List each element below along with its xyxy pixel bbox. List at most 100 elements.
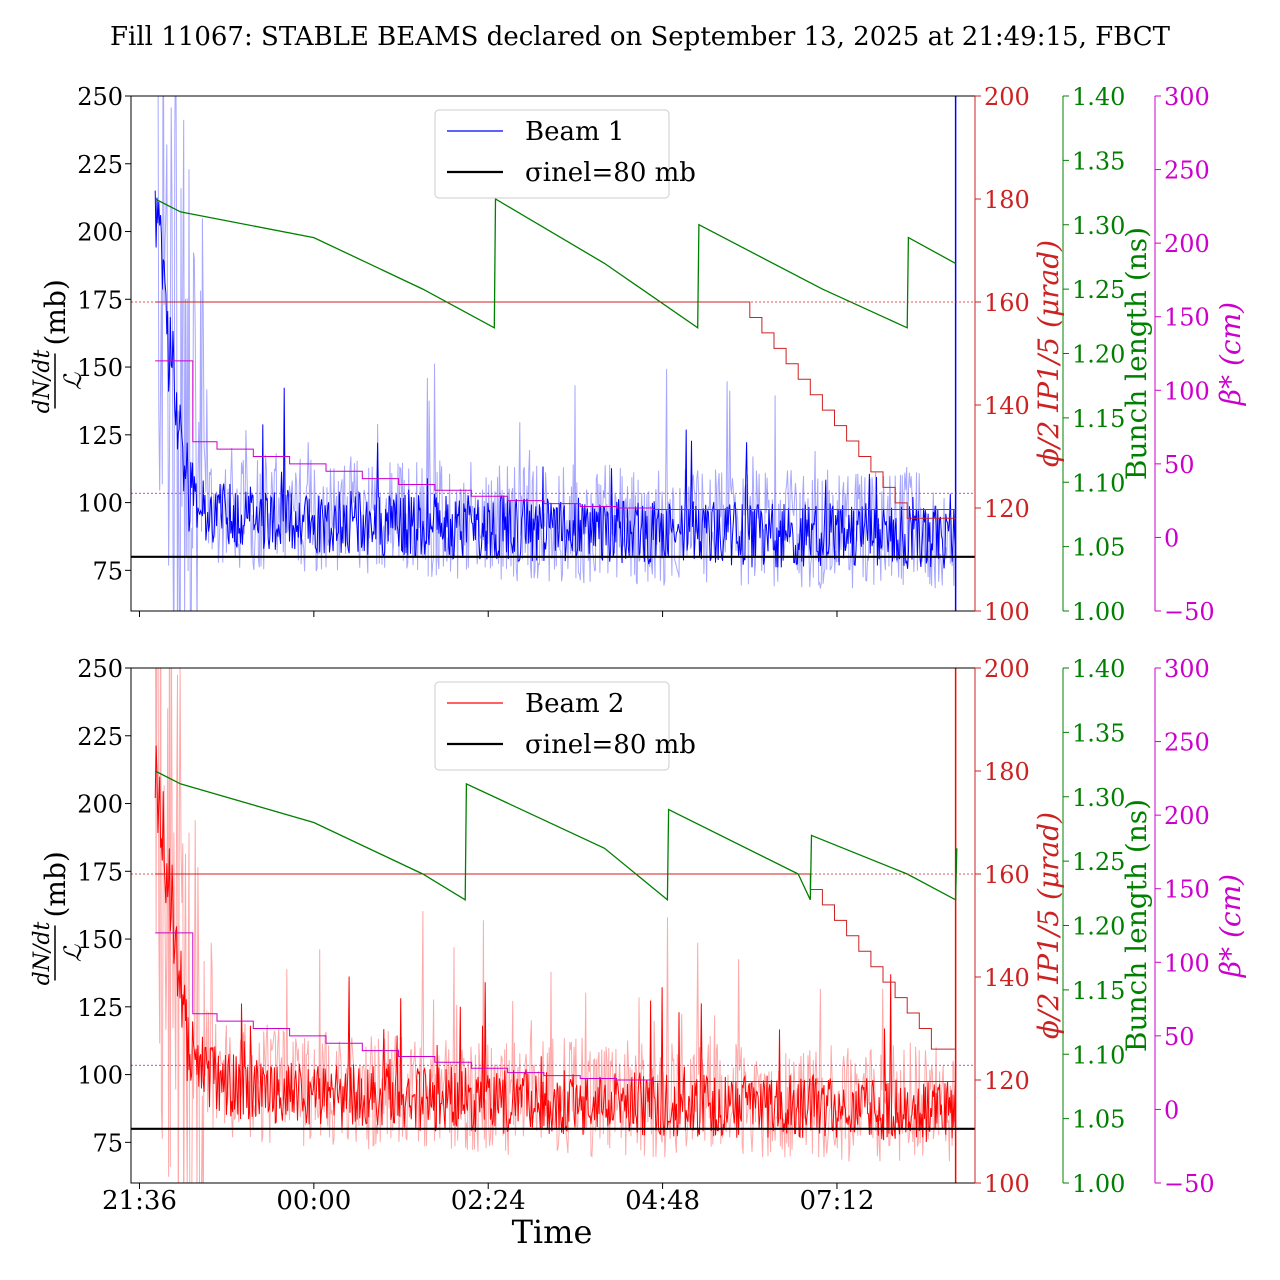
y-tick-label-bunch: 1.00: [1072, 1170, 1125, 1198]
series-beam2-line: [154, 745, 957, 1143]
legend-label-beam: Beam 1: [525, 117, 624, 147]
series-beta: [155, 932, 956, 1082]
y-tick-label-rate: 150: [77, 926, 123, 954]
y-label-unit: (mb): [39, 851, 72, 917]
y-tick-label-beta: 300: [1164, 655, 1210, 683]
y-tick-label-beta: 100: [1164, 949, 1210, 977]
x-tick-labels: 21:36 00:00 02:24 04:48 07:12: [102, 1186, 874, 1216]
y-tick-label-angle: 100: [984, 1170, 1030, 1198]
y-tick-label-angle: 160: [984, 289, 1030, 317]
y-tick-label-rate: 150: [77, 354, 123, 382]
y-tick-label-rate: 100: [77, 490, 123, 518]
y-tick-label-bunch: 1.35: [1072, 147, 1125, 175]
y-tick-label-bunch: 1.20: [1072, 913, 1125, 941]
y-tick-label-rate: 200: [77, 791, 123, 819]
y-axis-label-bunch: Bunch length (ns): [1120, 227, 1153, 480]
y-tick-label-bunch: 1.05: [1072, 534, 1125, 562]
y-tick-label-beta: 200: [1164, 230, 1210, 258]
y-tick-label-bunch: 1.05: [1072, 1106, 1125, 1134]
y-axis-label-beta: β* (cm): [1214, 302, 1247, 406]
series-beam1-raw: [157, 96, 957, 611]
y-tick-label-beta: 300: [1164, 83, 1210, 111]
y-tick-label-beta: 0: [1164, 1096, 1179, 1124]
legend-box: [434, 109, 670, 199]
y-label-unit: (mb): [39, 279, 72, 345]
y-tick-label-angle: 180: [984, 186, 1030, 214]
y-tick-label-rate: 200: [77, 219, 123, 247]
y-tick-label-bunch: 1.35: [1072, 719, 1125, 747]
legend-label-sigma: σinel=80 mb: [525, 730, 696, 760]
series-angle: [155, 301, 956, 519]
series-beam1-line: [154, 190, 957, 569]
y-tick-label-beta: 250: [1164, 729, 1210, 757]
y-tick-label-rate: 75: [92, 557, 123, 585]
y-tick-label-rate: 250: [77, 83, 123, 111]
y-label-denominator: ℒ: [59, 372, 87, 390]
y-tick-label-beta: 150: [1164, 876, 1210, 904]
y-axis-label-angle: ϕ/2 IP1/5 (μrad): [1032, 240, 1065, 467]
y-tick-label-rate: 175: [77, 286, 123, 314]
x-axis-label: Time: [512, 1213, 593, 1251]
y-tick-label-bunch: 1.25: [1072, 276, 1125, 304]
y-tick-label-bunch: 1.10: [1072, 469, 1125, 497]
y-tick-label-beta: 200: [1164, 802, 1210, 830]
y-tick-label-beta: −50: [1164, 598, 1215, 626]
series-angle: [155, 873, 957, 1080]
y-tick-label-beta: −50: [1164, 1170, 1215, 1198]
y-tick-label-rate: 75: [92, 1129, 123, 1157]
x-tick-label: 04:48: [625, 1186, 700, 1216]
plot-area: [131, 96, 975, 611]
y-tick-label-angle: 140: [984, 964, 1030, 992]
legend-box: [434, 681, 670, 771]
y-tick-label-beta: 50: [1164, 1023, 1195, 1051]
x-tick-label: 02:24: [451, 1186, 526, 1216]
legend-label-beam: Beam 2: [525, 689, 624, 719]
y-tick-label-beta: 0: [1164, 524, 1179, 552]
y-tick-label-beta: 50: [1164, 451, 1195, 479]
x-tick-label: 00:00: [276, 1186, 351, 1216]
y-tick-label-angle: 160: [984, 861, 1030, 889]
y-tick-label-bunch: 1.20: [1072, 341, 1125, 369]
y-tick-label-rate: 225: [77, 151, 123, 179]
y-tick-label-angle: 100: [984, 598, 1030, 626]
y-tick-label-bunch: 1.25: [1072, 848, 1125, 876]
y-axis-label-beta: β* (cm): [1214, 874, 1247, 978]
y-tick-label-rate: 225: [77, 723, 123, 751]
y-tick-label-bunch: 1.40: [1072, 655, 1125, 683]
y-tick-label-bunch: 1.15: [1072, 405, 1125, 433]
y-axis-label-angle: ϕ/2 IP1/5 (μrad): [1032, 812, 1065, 1039]
plot-area: [131, 668, 975, 1183]
panel-beam2: 75 100 125 150 175 200 225 250 100 120 140 160 180 20…: [30, 655, 1247, 1198]
figure-title: Fill 11067: STABLE BEAMS declared on Sep…: [110, 22, 1171, 52]
y-tick-label-beta: 150: [1164, 304, 1210, 332]
y-tick-label-angle: 200: [984, 655, 1030, 683]
series-bunch: [154, 770, 958, 902]
y-label-numerator: dN/dt: [30, 350, 55, 414]
y-tick-label-angle: 180: [984, 758, 1030, 786]
series-beam2-raw: [155, 668, 957, 1183]
y-tick-label-angle: 120: [984, 1067, 1030, 1095]
y-tick-label-rate: 125: [77, 994, 123, 1022]
y-tick-label-angle: 140: [984, 392, 1030, 420]
y-label-denominator: ℒ: [59, 944, 87, 962]
y-tick-label-bunch: 1.30: [1072, 212, 1125, 240]
x-tick-label: 07:12: [799, 1186, 874, 1216]
y-tick-label-bunch: 1.10: [1072, 1041, 1125, 1069]
y-tick-label-angle: 120: [984, 495, 1030, 523]
series-bunch: [154, 197, 956, 330]
y-tick-label-rate: 100: [77, 1062, 123, 1090]
y-tick-label-bunch: 1.00: [1072, 598, 1125, 626]
y-tick-label-beta: 100: [1164, 377, 1210, 405]
y-tick-label-bunch: 1.40: [1072, 83, 1125, 111]
panel-beam1: 75 100 125 150 175 200 225 250 100 120 140 160 180 20…: [30, 83, 1247, 626]
legend-label-sigma: σinel=80 mb: [525, 158, 696, 188]
y-axis-label-bunch: Bunch length (ns): [1120, 799, 1153, 1052]
y-label-numerator: dN/dt: [30, 922, 55, 986]
x-tick-label: 21:36: [102, 1186, 177, 1216]
y-tick-label-rate: 125: [77, 422, 123, 450]
y-tick-label-bunch: 1.15: [1072, 977, 1125, 1005]
series-beta: [155, 360, 956, 510]
y-axis-label-rate: dN/dt ℒ (mb): [30, 279, 87, 413]
y-tick-label-bunch: 1.30: [1072, 784, 1125, 812]
